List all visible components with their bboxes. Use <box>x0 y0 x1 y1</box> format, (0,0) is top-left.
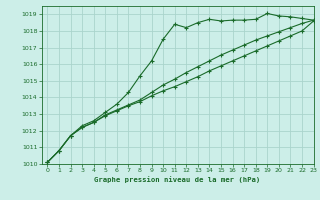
X-axis label: Graphe pression niveau de la mer (hPa): Graphe pression niveau de la mer (hPa) <box>94 176 261 183</box>
